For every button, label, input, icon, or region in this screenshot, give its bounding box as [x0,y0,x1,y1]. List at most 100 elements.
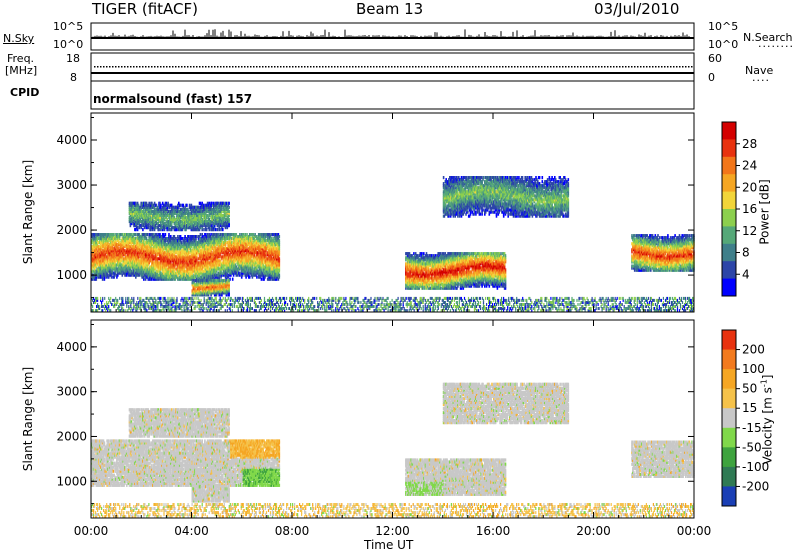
freq-point [97,66,99,68]
freq-point [577,66,579,68]
freq-point [541,66,543,68]
freq-point [682,66,684,68]
power-cell [142,228,144,231]
freq-point [184,66,186,68]
freq-point [484,66,486,68]
freq-point [430,66,432,68]
power-cell [165,233,167,236]
freq-point [319,66,321,68]
freq-point [568,66,570,68]
power-cell [196,235,198,238]
freq-point [679,66,681,68]
freq-point [346,66,348,68]
freq-point [322,66,324,68]
freq-point [235,66,237,68]
freq-point [178,66,180,68]
freq-point [547,66,549,68]
freq-point [676,66,678,68]
power-cell [279,235,281,238]
freq-point [262,66,264,68]
freq-point [574,66,576,68]
freq-point [316,66,318,68]
freq-point [370,66,372,68]
freq-point [688,66,690,68]
freq-point [115,66,117,68]
freq-point [181,66,183,68]
freq-point [556,66,558,68]
power-cell [228,279,230,282]
freq-point [562,66,564,68]
freq-point [466,66,468,68]
nsky-trace [91,29,694,38]
freq-point [397,66,399,68]
freq-point [634,66,636,68]
power-cell [256,276,258,279]
freq-point [166,66,168,68]
freq-point [274,66,276,68]
freq-point [553,66,555,68]
power-cell [158,228,160,231]
freq-point [355,66,357,68]
freq-point [277,66,279,68]
freq-point [193,66,195,68]
freq-point [571,66,573,68]
freq-point [514,66,516,68]
freq-point [610,66,612,68]
freq-point [151,66,153,68]
freq-point [268,66,270,68]
freq-point [478,66,480,68]
freq-point [130,66,132,68]
freq-point [259,66,261,68]
freq-point [538,66,540,68]
freq-point [649,66,651,68]
freq-point [394,66,396,68]
freq-point [508,66,510,68]
freq-point [643,66,645,68]
freq-point [505,66,507,68]
freq-point [94,66,96,68]
freq-point [253,66,255,68]
freq-point [496,66,498,68]
freq-point [529,66,531,68]
freq-point [142,66,144,68]
freq-point [241,66,243,68]
freq-point [625,66,627,68]
freq-point [604,66,606,68]
freq-point [211,66,213,68]
freq-point [187,66,189,68]
freq-point [169,66,171,68]
freq-point [532,66,534,68]
freq-point [580,66,582,68]
freq-point [217,66,219,68]
freq-point [250,66,252,68]
freq-point [637,66,639,68]
freq-point [100,66,102,68]
freq-point [565,66,567,68]
freq-point [295,66,297,68]
freq-point [652,66,654,68]
freq-point [646,66,648,68]
freq-point [343,66,345,68]
freq-point [244,66,246,68]
freq-point [691,66,693,68]
power-cell [137,226,139,229]
freq-point [595,66,597,68]
freq-point [622,66,624,68]
freq-point [391,66,393,68]
freq-point [490,66,492,68]
freq-point [655,66,657,68]
freq-point [481,66,483,68]
freq-point [337,66,339,68]
freq-point [673,66,675,68]
freq-point [607,66,609,68]
freq-point [487,66,489,68]
freq-point [406,66,408,68]
power-cell [160,204,162,207]
freq-point [106,66,108,68]
freq-point [247,66,249,68]
freq-point [415,66,417,68]
freq-point [301,66,303,68]
freq-point [472,66,474,68]
freq-point [616,66,618,68]
